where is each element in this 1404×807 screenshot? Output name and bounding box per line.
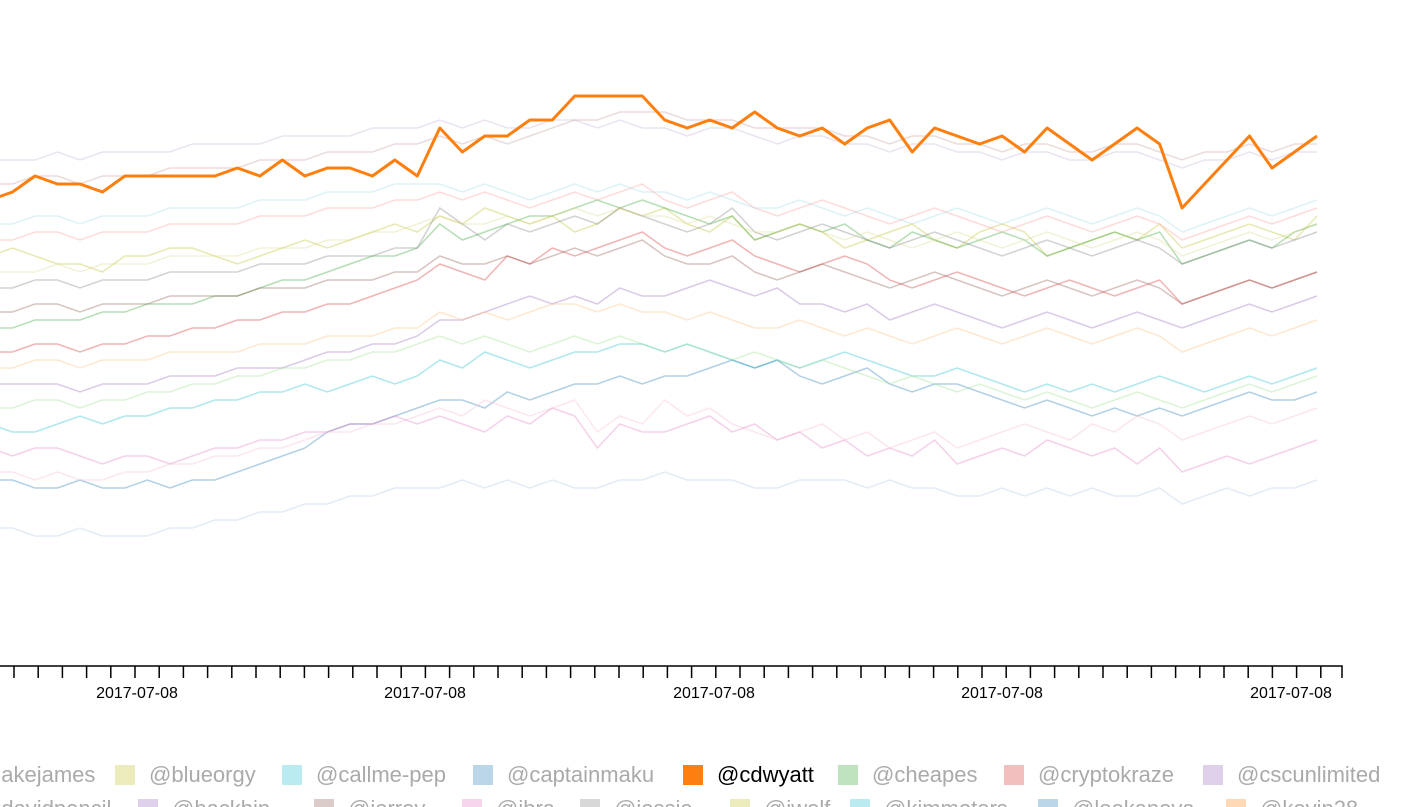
x-axis-line xyxy=(0,665,1343,678)
legend-item-jbra[interactable]: @jbra xyxy=(462,796,555,807)
legend-label: @jakejames xyxy=(0,762,96,787)
series-line-rhea xyxy=(0,183,1318,233)
legend-swatch xyxy=(730,799,750,807)
legend-swatch xyxy=(1038,799,1058,807)
series-line-jbanks xyxy=(0,407,1318,473)
legend-swatch xyxy=(838,765,858,785)
legend-label: @kimmotors xyxy=(884,796,1008,807)
legend-item-cryptokraze[interactable]: @cryptokraze xyxy=(1004,762,1174,788)
legend-label: @jerrey xyxy=(348,796,425,807)
legend-swatch xyxy=(1226,799,1246,807)
legend-label: @jwolf xyxy=(764,796,830,807)
legend-swatch xyxy=(138,799,158,807)
legend-item-kimmotors[interactable]: @kimmotors xyxy=(850,796,1008,807)
legend-item-jwolf[interactable]: @jwolf xyxy=(730,796,830,807)
line-chart: 2017-07-08 2017-07-08 2017-07-08 2017-07-08… xyxy=(0,94,1343,702)
legend-item-kevin28[interactable]: @kevin28 xyxy=(1226,796,1358,807)
legend-swatch xyxy=(850,799,870,807)
legend-label: @jessie xyxy=(614,796,693,807)
legend-item-cdwyatt[interactable]: @cdwyatt xyxy=(683,762,814,788)
legend-item-jessie[interactable]: @jessie xyxy=(580,796,693,807)
legend-label: @captainmaku xyxy=(507,762,655,787)
series-line-cheapes xyxy=(0,199,1318,329)
series-line-piper xyxy=(0,399,1318,481)
legend-swatch xyxy=(683,765,703,785)
legend-swatch xyxy=(1004,765,1024,785)
x-tick-label: 2017-07-08 xyxy=(961,685,1043,702)
series-line-blueorgy xyxy=(0,207,1318,273)
series-line-lucy xyxy=(0,471,1318,537)
highlight-layer xyxy=(0,94,1318,210)
legend-label: @cdwyatt xyxy=(717,762,814,787)
legend: @jakejames @blueorgy @callme-pep @captainma… xyxy=(0,758,1404,807)
series-line-sam xyxy=(0,303,1318,369)
legend-item-jerrey[interactable]: @jerrey xyxy=(314,796,425,807)
legend-label: @lookanova xyxy=(1072,796,1195,807)
legend-item-cscunlimited[interactable]: @cscunlimited xyxy=(1203,762,1380,788)
legend-label: @blueorgy xyxy=(149,762,256,787)
series-line-captainmaku xyxy=(0,359,1318,489)
legend-item-jakejames[interactable]: @jakejames xyxy=(0,762,95,788)
legend-item-cheapes[interactable]: @cheapes xyxy=(838,762,978,788)
legend-label: @davidpencil xyxy=(0,796,111,807)
series-line-kevin xyxy=(0,183,1318,241)
series-line-callme-pep xyxy=(0,343,1318,433)
x-tick-label: 2017-07-08 xyxy=(96,685,178,702)
legend-label: @cscunlimited xyxy=(1237,762,1381,787)
legend-item-lookanova[interactable]: @lookanova xyxy=(1038,796,1195,807)
legend-swatch xyxy=(473,765,493,785)
series-line-cryptokraze xyxy=(0,231,1318,353)
legend-swatch xyxy=(462,799,482,807)
series-line-cscunlimited xyxy=(0,279,1318,393)
legend-item-blueorgy[interactable]: @blueorgy xyxy=(115,762,256,788)
series-line-otto xyxy=(0,111,1317,185)
legend-label: @cryptokraze xyxy=(1038,762,1175,787)
series-line-jakejames xyxy=(0,239,1318,313)
series-line-jessie xyxy=(0,206,1318,289)
legend-swatch xyxy=(115,765,135,785)
legend-label: @hackbin xyxy=(172,796,270,807)
series-line-nora xyxy=(0,335,1318,409)
legend-swatch xyxy=(1203,765,1223,785)
legend-item-captainmaku[interactable]: @captainmaku xyxy=(473,762,654,788)
x-tick-label: 2017-07-08 xyxy=(673,685,755,702)
x-tick-label: 2017-07-08 xyxy=(384,685,466,702)
series-line-quinn xyxy=(0,207,1318,273)
legend-item-davidpencil[interactable]: @davidpencil xyxy=(0,796,111,807)
legend-item-hackbin[interactable]: @hackbin xyxy=(138,796,270,807)
legend-label: @kevin28 xyxy=(1260,796,1358,807)
legend-swatch xyxy=(580,799,600,807)
legend-label: @jbra xyxy=(496,796,555,807)
x-tick-label: 2017-07-08 xyxy=(1250,685,1332,702)
legend-swatch xyxy=(282,765,302,785)
legend-label: @callme-pep xyxy=(316,762,446,787)
legend-item-callme-pep[interactable]: @callme-pep xyxy=(282,762,446,788)
legend-label: @cheapes xyxy=(872,762,978,787)
series-line-cdwyatt xyxy=(0,94,1318,210)
legend-swatch xyxy=(314,799,334,807)
x-axis: 2017-07-08 2017-07-08 2017-07-08 2017-07-08… xyxy=(0,665,1343,702)
series-layer xyxy=(0,111,1318,537)
